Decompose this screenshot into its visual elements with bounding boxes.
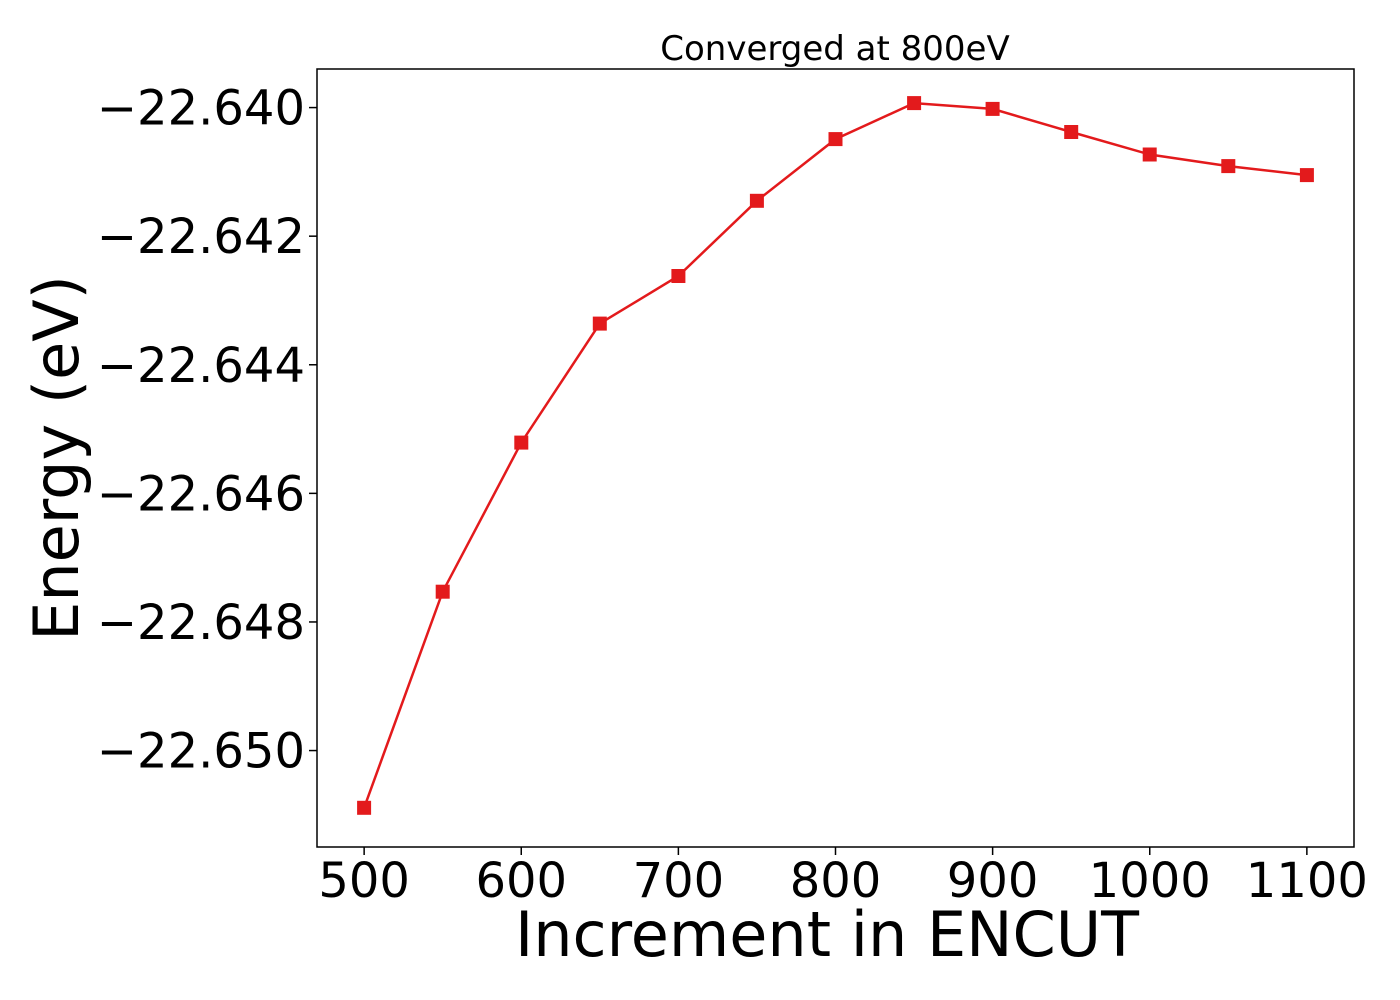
- series-line: [362, 101, 1308, 809]
- data-point-marker: [1221, 159, 1236, 174]
- data-point-marker: [1299, 168, 1314, 183]
- data-point-marker: [1064, 125, 1079, 139]
- x-tick-label: 900: [947, 853, 1039, 909]
- y-tick-label: −22.644: [97, 338, 305, 394]
- x-tick-label: 500: [318, 853, 410, 909]
- y-tick-label: −22.646: [97, 466, 305, 522]
- data-point-marker: [671, 269, 686, 283]
- plot-frame: [316, 68, 1355, 848]
- y-axis-label: Energy (eV): [20, 275, 93, 641]
- x-axis: 500 600 700 800 900 1000 1100: [318, 847, 1368, 909]
- data-point-marker: [985, 101, 1000, 116]
- x-axis-label: Increment in ENCUT: [515, 898, 1140, 971]
- x-tick-label: 700: [633, 853, 725, 909]
- chart-title: Converged at 800eV: [660, 29, 1009, 69]
- x-tick-label: 600: [475, 853, 567, 909]
- y-tick-label: −22.642: [97, 209, 305, 265]
- series-markers: [357, 96, 1314, 815]
- data-point-marker: [592, 316, 607, 331]
- y-tick-label: −22.640: [97, 81, 305, 137]
- data-point-marker: [1142, 147, 1157, 162]
- data-point-marker: [514, 435, 529, 450]
- x-tick-label: 800: [790, 853, 882, 909]
- x-tick-label: 1100: [1246, 853, 1368, 909]
- x-tick-label: 1000: [1089, 853, 1211, 909]
- y-tick-label: −22.650: [97, 724, 305, 780]
- data-point-marker: [828, 132, 843, 147]
- data-point-marker: [435, 584, 450, 599]
- y-axis: −22.640 −22.642 −22.644 −22.646 −22.648 −22.6…: [97, 81, 317, 780]
- data-point-marker: [907, 96, 922, 111]
- y-tick-label: −22.648: [97, 595, 305, 651]
- data-point-marker: [357, 800, 372, 815]
- data-point-marker: [749, 193, 764, 208]
